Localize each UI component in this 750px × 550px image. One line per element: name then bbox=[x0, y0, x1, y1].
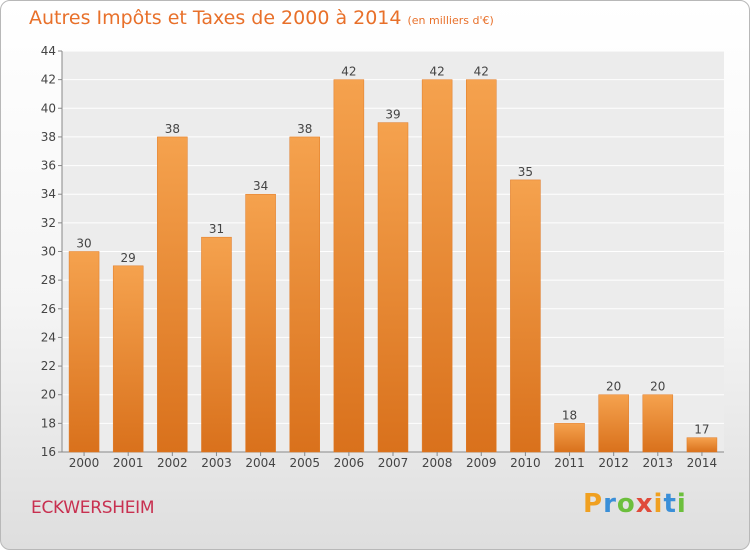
commune-name: ECKWERSHEIM bbox=[31, 498, 155, 518]
x-tick-label: 2009 bbox=[466, 456, 497, 470]
y-tick-label: 20 bbox=[41, 388, 56, 402]
bar bbox=[377, 122, 409, 453]
y-tick-label: 30 bbox=[41, 245, 56, 259]
data-label: 29 bbox=[121, 251, 136, 265]
data-label: 18 bbox=[562, 408, 577, 422]
x-tick-label: 2010 bbox=[510, 456, 541, 470]
bar bbox=[421, 79, 453, 453]
y-tick-label: 40 bbox=[41, 101, 56, 115]
bar bbox=[157, 136, 188, 453]
data-label: 38 bbox=[165, 122, 180, 136]
y-tick-label: 44 bbox=[41, 44, 56, 58]
x-tick-label: 2003 bbox=[201, 456, 232, 470]
x-tick-label: 2011 bbox=[554, 456, 585, 470]
bar bbox=[686, 437, 718, 453]
bar bbox=[201, 236, 232, 453]
data-label: 35 bbox=[518, 165, 533, 179]
bar bbox=[112, 265, 144, 453]
chart-title-text: Autres Impôts et Taxes de 2000 à 2014 bbox=[29, 7, 402, 29]
proxiti-logo: Proxiti bbox=[583, 489, 687, 519]
x-tick-label: 2008 bbox=[422, 456, 453, 470]
data-label: 42 bbox=[341, 65, 356, 79]
data-label: 17 bbox=[694, 423, 709, 437]
data-label: 34 bbox=[253, 179, 268, 193]
data-label: 39 bbox=[385, 108, 400, 122]
y-tick-label: 32 bbox=[41, 216, 56, 230]
x-tick-label: 2002 bbox=[157, 456, 188, 470]
bar bbox=[554, 423, 585, 453]
y-tick-label: 24 bbox=[41, 330, 56, 344]
x-tick-label: 2007 bbox=[378, 456, 409, 470]
bar bbox=[68, 251, 100, 453]
x-tick-label: 2000 bbox=[69, 456, 100, 470]
data-label: 38 bbox=[297, 122, 312, 136]
x-tick-label: 2014 bbox=[687, 456, 718, 470]
y-tick-label: 26 bbox=[41, 302, 56, 316]
y-tick-label: 36 bbox=[41, 159, 56, 173]
bar bbox=[642, 394, 674, 453]
bar bbox=[333, 79, 365, 453]
bar bbox=[598, 394, 629, 453]
y-tick-label: 22 bbox=[41, 359, 56, 373]
x-tick-label: 2005 bbox=[289, 456, 320, 470]
data-label: 42 bbox=[429, 65, 444, 79]
y-tick-label: 18 bbox=[41, 416, 56, 430]
data-label: 20 bbox=[606, 380, 621, 394]
x-tick-label: 2013 bbox=[643, 456, 674, 470]
data-label: 30 bbox=[76, 237, 91, 251]
y-tick-label: 16 bbox=[41, 445, 56, 459]
x-tick-label: 2004 bbox=[245, 456, 276, 470]
bar bbox=[289, 136, 320, 453]
y-tick-label: 34 bbox=[41, 187, 56, 201]
chart-unit: (en milliers d'€) bbox=[407, 14, 494, 27]
data-label: 31 bbox=[209, 222, 224, 236]
y-tick-label: 38 bbox=[41, 130, 56, 144]
x-tick-label: 2006 bbox=[334, 456, 365, 470]
bar bbox=[466, 79, 497, 453]
bar bbox=[245, 193, 276, 453]
bar bbox=[510, 179, 541, 453]
data-label: 42 bbox=[474, 65, 489, 79]
x-tick-label: 2001 bbox=[113, 456, 144, 470]
x-tick-label: 2012 bbox=[598, 456, 629, 470]
data-label: 20 bbox=[650, 380, 665, 394]
y-tick-label: 42 bbox=[41, 73, 56, 87]
chart-title: Autres Impôts et Taxes de 2000 à 2014 (en… bbox=[29, 7, 494, 29]
y-tick-label: 28 bbox=[41, 273, 56, 287]
